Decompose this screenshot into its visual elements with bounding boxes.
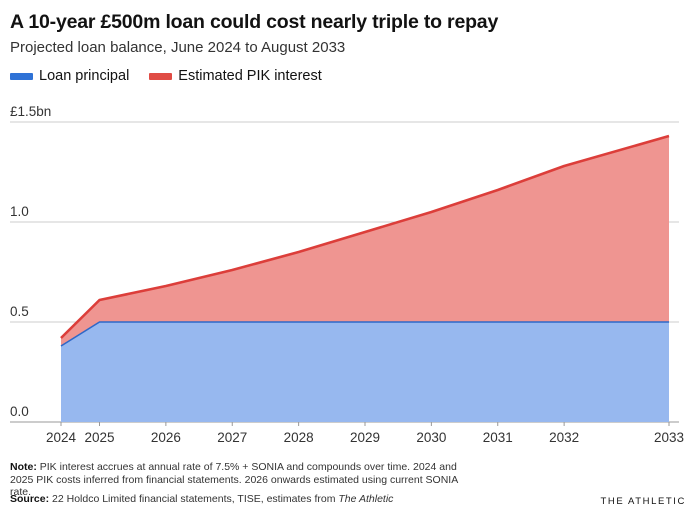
- source-publication: The Athletic: [338, 493, 394, 505]
- area-loan-principal: [61, 322, 669, 422]
- chart-source: Source: 22 Holdco Limited financial stat…: [10, 493, 393, 505]
- area-estimated-pik-interest: [61, 136, 669, 346]
- source-label: Source:: [10, 493, 50, 505]
- line-estimated-pik-interest: [60, 134, 670, 339]
- brand-logo: THE ATHLETIC: [600, 496, 686, 507]
- y-tick-label-0: 0.0: [10, 404, 29, 419]
- x-tick-label-9: 2033: [654, 430, 684, 445]
- chart-title: A 10-year £500m loan could cost nearly t…: [10, 11, 499, 33]
- x-axis-ticks: 2024 2025 2026 2027 2028 2029 2030 2031 2032 2033: [46, 422, 684, 445]
- y-tick-label-2: 1.0: [10, 204, 29, 219]
- area-series: [61, 136, 669, 422]
- x-tick-label-8: 2032: [549, 430, 579, 445]
- x-tick-label-3: 2027: [217, 430, 247, 445]
- source-text: 22 Holdco Limited financial statements, …: [52, 493, 339, 505]
- y-tick-label-1: 0.5: [10, 304, 29, 319]
- x-tick-label-6: 2030: [416, 430, 446, 445]
- area-chart: 0.0 0.5 1.0 £1.5bn 2024 2025 2026 2027 2028 2029…: [10, 104, 684, 445]
- series-lines: [60, 134, 670, 347]
- x-tick-label-4: 2028: [284, 430, 314, 445]
- chart-note: Note: PIK interest accrues at annual rat…: [10, 461, 480, 499]
- x-tick-label-2: 2026: [151, 430, 181, 445]
- line-loan-principal: [60, 321, 669, 347]
- legend-swatch-interest: [149, 72, 173, 80]
- note-text: PIK interest accrues at annual rate of 7…: [10, 461, 458, 499]
- y-axis-ticks: 0.0 0.5 1.0 £1.5bn: [10, 104, 51, 419]
- legend-label-interest: Estimated PIK interest: [178, 68, 322, 84]
- legend-item-principal: Loan principal: [10, 68, 129, 84]
- x-tick-label-1: 2025: [84, 430, 114, 445]
- legend-item-interest: Estimated PIK interest: [149, 68, 322, 84]
- note-label: Note:: [10, 461, 37, 473]
- legend-swatch-principal: [10, 72, 33, 80]
- y-tick-label-3: £1.5bn: [10, 104, 51, 119]
- legend-label-principal: Loan principal: [39, 68, 130, 84]
- x-tick-label-0: 2024: [46, 430, 77, 445]
- chart-subtitle: Projected loan balance, June 2024 to Aug…: [10, 39, 346, 56]
- x-tick-label-7: 2031: [483, 430, 513, 445]
- chart-legend: Loan principal Estimated PIK interest: [10, 68, 342, 84]
- x-tick-label-5: 2029: [350, 430, 380, 445]
